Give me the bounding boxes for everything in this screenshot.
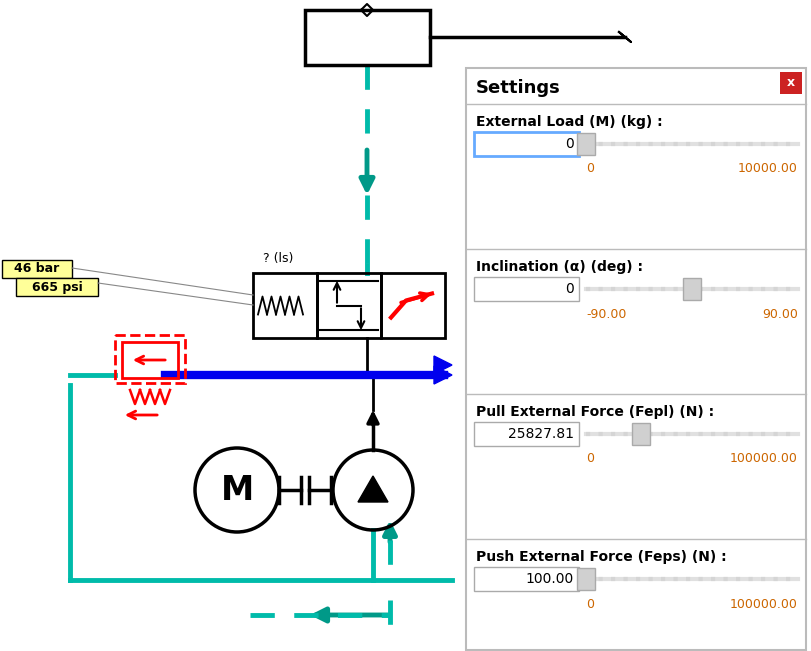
- Text: -90.00: -90.00: [586, 307, 626, 320]
- Text: 100000.00: 100000.00: [730, 452, 798, 465]
- Text: 25827.81: 25827.81: [508, 427, 574, 441]
- Text: 0: 0: [586, 452, 594, 465]
- Bar: [115, 335, 185, 383]
- Bar: [474, 422, 579, 446]
- Text: x: x: [787, 77, 795, 89]
- Text: 665 psi: 665 psi: [32, 281, 83, 294]
- Polygon shape: [358, 476, 388, 502]
- Bar: [474, 567, 579, 591]
- Text: 0: 0: [565, 282, 574, 296]
- Bar: [2, 260, 72, 278]
- Bar: [577, 133, 595, 155]
- Text: Push External Force (Feps) (N) :: Push External Force (Feps) (N) :: [476, 550, 727, 564]
- Text: 10000.00: 10000.00: [738, 163, 798, 176]
- Bar: [253, 273, 317, 338]
- Bar: [466, 68, 806, 650]
- Text: 100000.00: 100000.00: [730, 598, 798, 611]
- Bar: [305, 10, 430, 65]
- Polygon shape: [434, 356, 452, 374]
- Text: Settings: Settings: [476, 79, 560, 97]
- Bar: [381, 273, 445, 338]
- Text: 100.00: 100.00: [526, 572, 574, 586]
- Bar: [780, 72, 802, 94]
- Bar: [683, 278, 701, 300]
- Bar: [577, 568, 595, 590]
- Text: 90.00: 90.00: [762, 307, 798, 320]
- Bar: [317, 273, 381, 338]
- Bar: [16, 278, 98, 296]
- Text: 0: 0: [565, 137, 574, 151]
- Text: 0: 0: [586, 163, 594, 176]
- Text: Inclination (α) (deg) :: Inclination (α) (deg) :: [476, 260, 643, 274]
- Bar: [122, 342, 178, 378]
- Text: ? (ls): ? (ls): [263, 252, 294, 265]
- Text: Pull External Force (Fepl) (N) :: Pull External Force (Fepl) (N) :: [476, 405, 714, 419]
- Bar: [632, 423, 650, 445]
- Text: External Load (M) (kg) :: External Load (M) (kg) :: [476, 115, 663, 129]
- Text: M: M: [221, 473, 254, 506]
- Text: 0: 0: [586, 598, 594, 611]
- Polygon shape: [434, 366, 452, 384]
- Bar: [474, 132, 579, 156]
- Bar: [474, 277, 579, 301]
- Text: 46 bar: 46 bar: [15, 262, 60, 275]
